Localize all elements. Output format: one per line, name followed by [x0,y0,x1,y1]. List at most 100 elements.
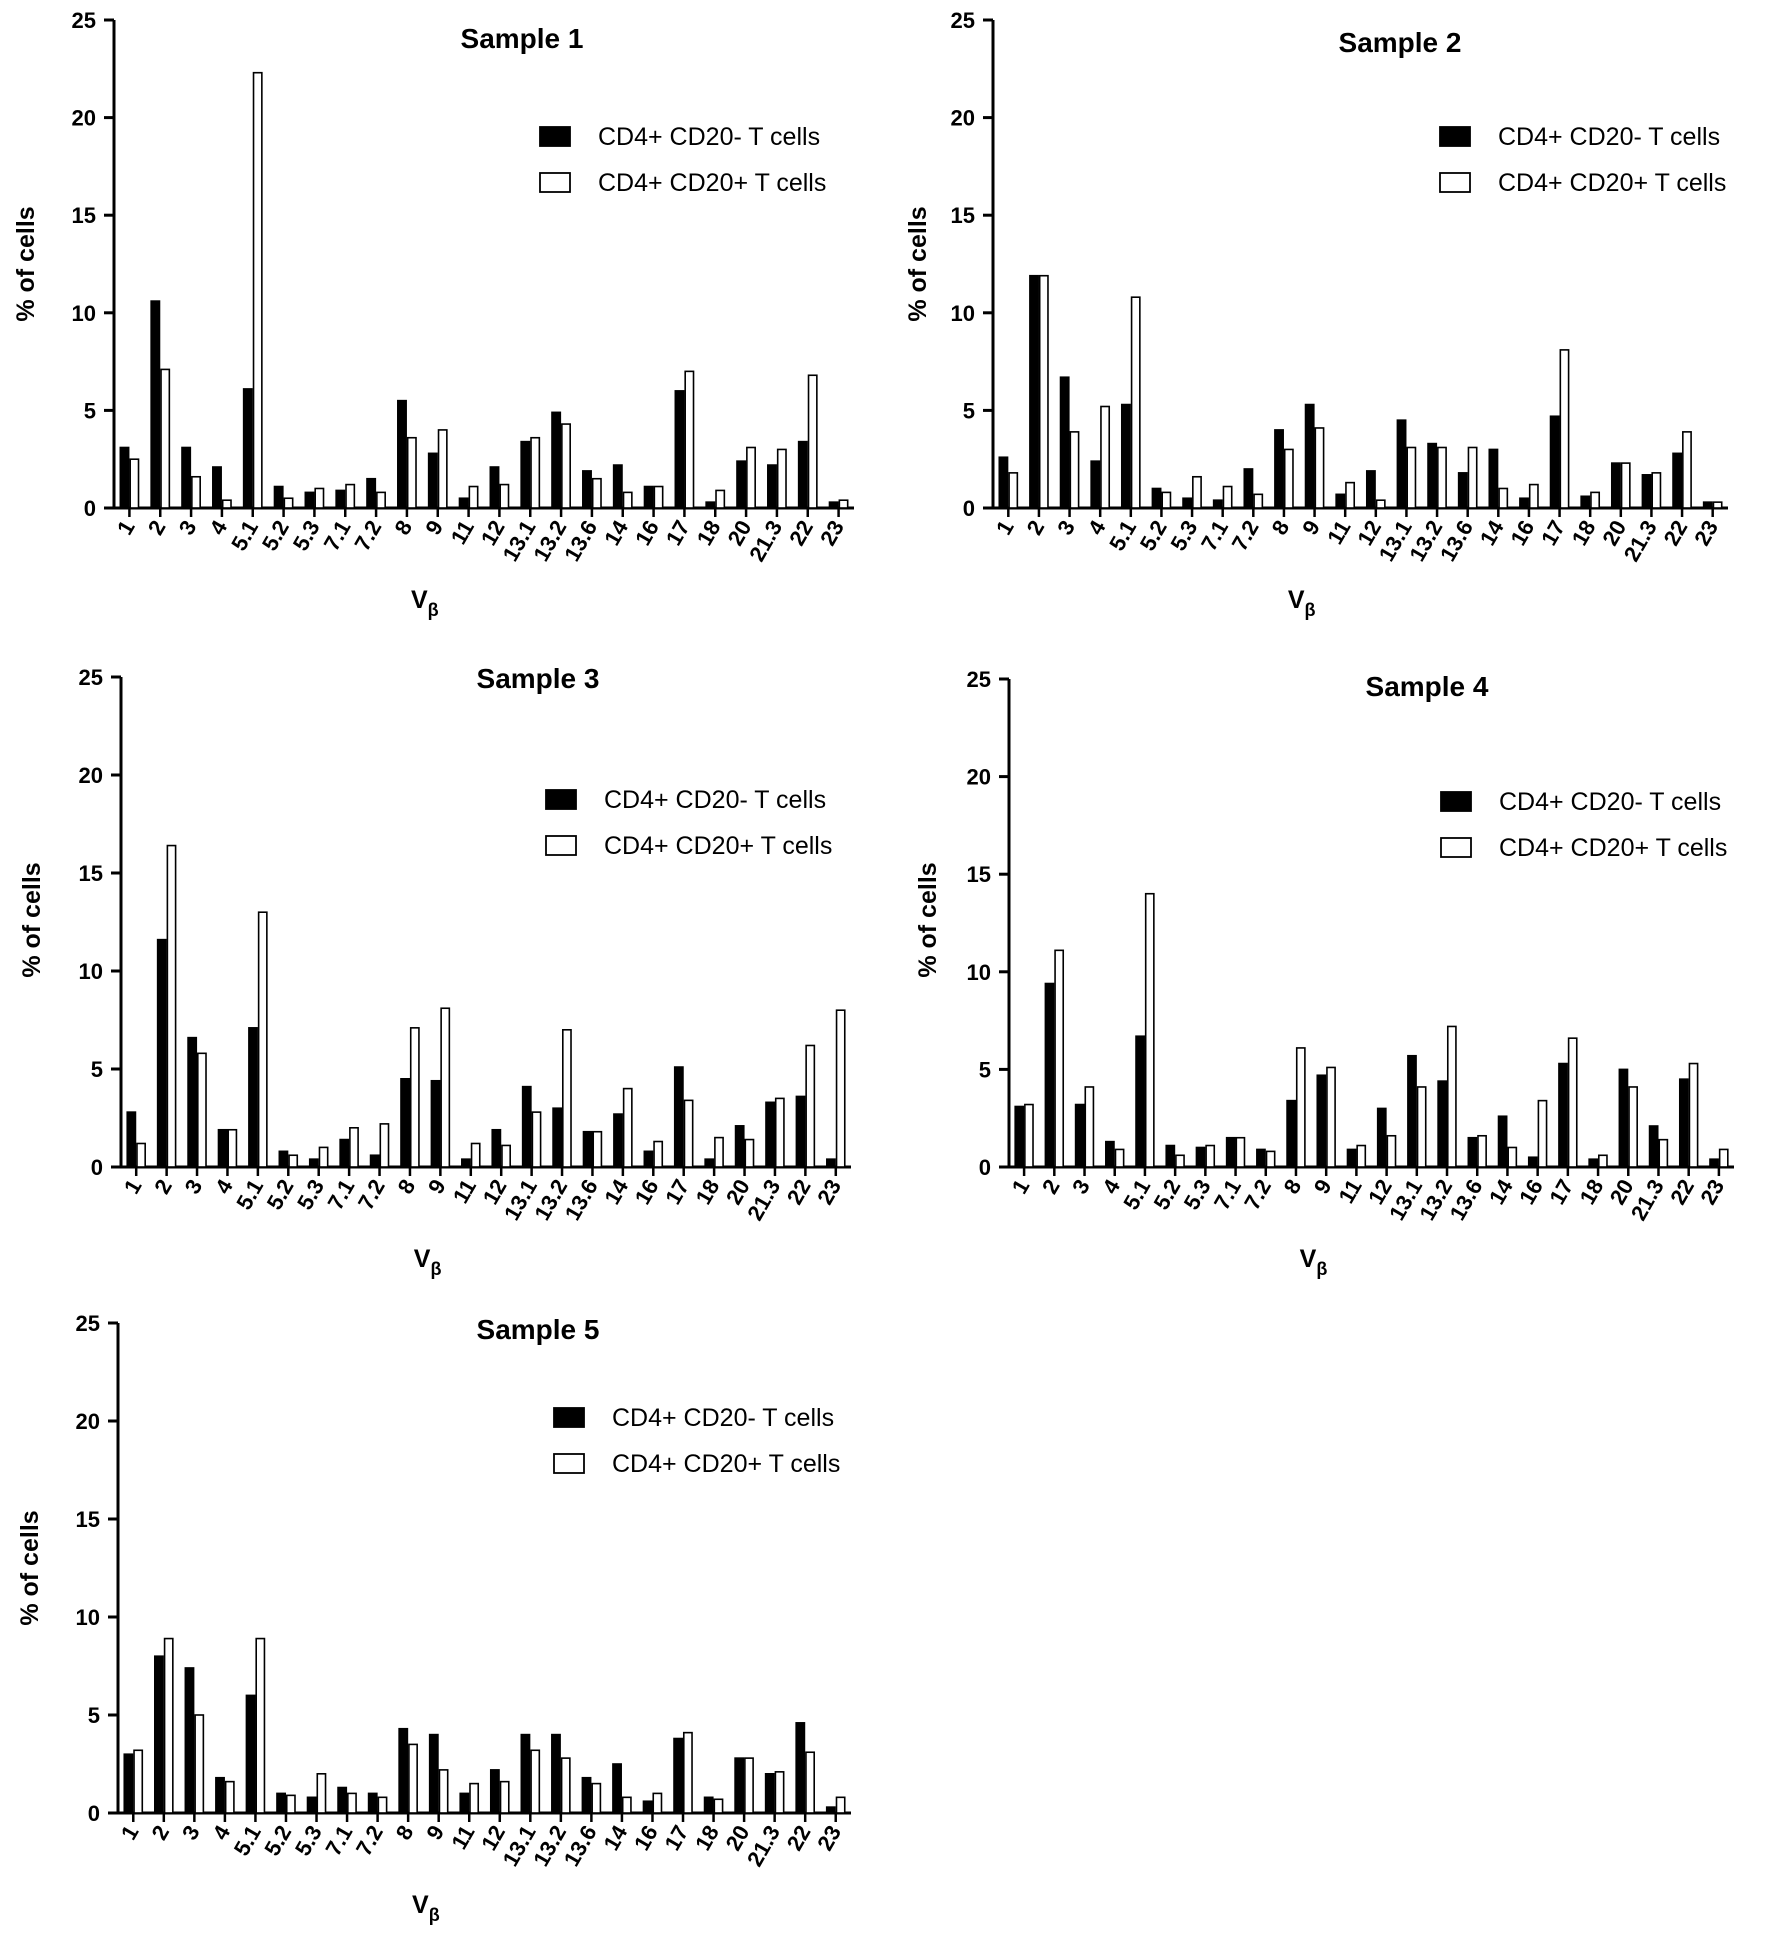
legend: CD4+ CD20- T cells CD4+ CD20+ T cells [545,786,832,860]
x-tick-label: 5.1 [1118,1175,1155,1214]
x-tick-label: 13.2 [528,516,571,566]
bar-cd20-neg-8 [1274,429,1284,509]
bar-cd20-pos-18 [1590,491,1601,509]
bar-cd20-neg-20 [1618,1068,1629,1168]
bar-cd20-pos-7.2 [376,491,386,509]
bar-cd20-pos-1 [1008,472,1019,509]
bar-cd20-pos-13.1 [530,1749,541,1814]
x-tick-label: 11 [448,1175,481,1208]
bar-cd20-neg-9 [1316,1074,1327,1168]
x-tick-label: 1 [991,516,1019,539]
bar-cd20-neg-13.6 [1457,472,1468,509]
bar-cd20-neg-11 [461,1158,471,1168]
bar-cd20-neg-23 [1709,1158,1719,1168]
x-tick-label: 13.6 [559,1821,602,1871]
legend-label-cd20-neg: CD4+ CD20- T cells [612,1404,834,1432]
x-tick-label: 5.3 [288,516,325,555]
y-tick-label: 20 [72,106,96,131]
bar-cd20-pos-4 [1100,405,1111,509]
y-tick-label: 5 [979,1057,991,1082]
legend-label-cd20-neg: CD4+ CD20- T cells [1498,123,1720,151]
x-tick-label: 4 [210,1174,238,1198]
x-tick-label: 23 [812,1821,846,1855]
bar-cd20-pos-13.6 [1477,1134,1487,1168]
x-tick-label: 2 [1037,1175,1065,1198]
bar-cd20-pos-17 [1567,1037,1578,1168]
bar-cd20-neg-9 [428,1733,439,1814]
x-tick-label: 16 [1514,1175,1548,1209]
y-axis-title: % of cells [18,862,46,977]
bar-cd20-neg-9 [430,1079,441,1168]
bar-cd20-pos-21.3 [1651,472,1662,509]
bar-cd20-pos-13.1 [1406,446,1417,509]
bar-cd20-neg-13.6 [581,1776,592,1814]
legend-swatch-cd20-pos [539,172,571,193]
x-tick-label: 9 [421,1821,449,1844]
y-tick-label: 20 [967,765,991,790]
bar-cd20-neg-9 [1304,403,1315,509]
y-tick-label: 0 [979,1155,991,1180]
bar-cd20-neg-13.2 [551,1733,561,1814]
x-axis-title: Vβ [411,586,439,620]
bar-cd20-pos-3 [1069,431,1080,509]
bar-cd20-pos-8 [406,436,417,509]
bar-cd20-neg-4 [212,466,222,509]
y-tick-label: 10 [76,1605,100,1630]
bar-cd20-neg-3 [187,1036,198,1168]
bar-cd20-pos-7.1 [347,1792,357,1814]
bar-cd20-neg-21.3 [765,1101,775,1168]
bar-cd20-neg-7.1 [1225,1136,1236,1168]
bar-cd20-pos-11 [1345,481,1356,509]
bar-cd20-neg-21.3 [767,464,777,509]
x-tick-label: 13.6 [560,1175,603,1225]
bar-cd20-neg-22 [1678,1078,1689,1168]
bar-cd20-pos-12 [499,1780,510,1814]
bar-cd20-pos-7.2 [379,1123,390,1168]
x-tick-label: 8 [1279,1175,1307,1198]
legend-swatch-cd20-pos [1439,172,1471,193]
x-tick-label: 9 [1309,1175,1337,1198]
x-tick-label: 8 [389,516,417,539]
bar-cd20-pos-5.3 [1192,475,1202,509]
bar-cd20-neg-16 [643,485,654,509]
bar-cd20-pos-9 [437,429,448,509]
x-tick-label: 23 [812,1175,846,1209]
bar-cd20-neg-13.1 [1407,1054,1417,1168]
x-tick-label: 18 [692,516,726,550]
x-tick-label: 3 [1052,516,1080,539]
bar-cd20-pos-23 [1712,501,1723,509]
x-tick-label: 22 [784,516,818,550]
bar-cd20-pos-2 [166,844,177,1168]
bar-cd20-pos-22 [805,1751,815,1814]
bar-cd20-neg-21.3 [764,1773,775,1814]
chart-title: Sample 2 [1339,27,1462,58]
bar-cd20-neg-1 [119,446,130,509]
x-tick-label: 17 [661,516,695,550]
bar-cd20-neg-3 [181,446,192,509]
bar-cd20-neg-13.2 [1427,442,1438,509]
bar-cd20-pos-2 [163,1637,174,1814]
bar-cd20-neg-5.1 [248,1027,258,1168]
x-tick-label: 11 [1322,516,1355,549]
x-tick-label: 7.2 [349,516,386,555]
x-tick-label: 5.2 [1149,1175,1186,1214]
bar-cd20-neg-5.1 [242,388,253,509]
x-tick-label: 13.1 [498,516,541,566]
bar-cd20-pos-5.1 [255,1637,266,1814]
y-axis-title: % of cells [12,206,40,321]
bar-cd20-pos-21.3 [776,448,787,509]
bar-cd20-pos-17 [1559,349,1570,509]
x-tick-label: 7.2 [351,1821,388,1860]
bar-cd20-pos-7.2 [1253,493,1264,509]
x-tick-label: 7.1 [1209,1175,1246,1214]
bar-cd20-neg-17 [674,390,685,509]
x-tick-label: 3 [1067,1175,1095,1198]
bar-cd20-pos-11 [470,1142,481,1168]
bar-cd20-pos-20 [744,1757,754,1814]
x-tick-label: 21.3 [1619,516,1662,566]
bar-cd20-neg-5.2 [1165,1144,1176,1168]
x-tick-label: 22 [1665,1175,1699,1209]
